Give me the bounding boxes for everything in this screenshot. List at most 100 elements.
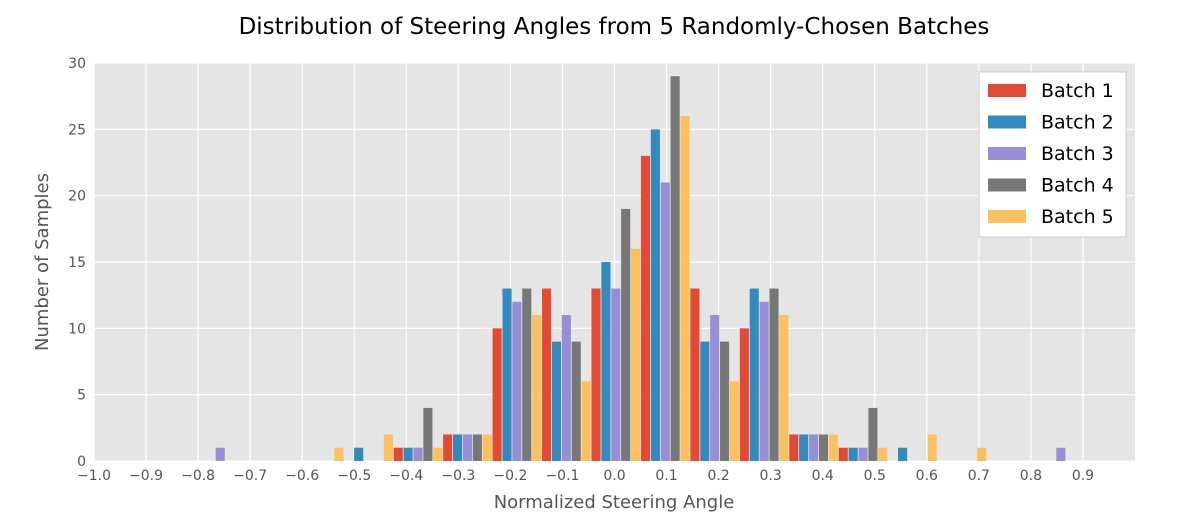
bar xyxy=(522,288,532,461)
bar xyxy=(393,447,403,461)
bar xyxy=(640,155,651,461)
bar xyxy=(532,315,542,461)
bar xyxy=(413,447,423,461)
bar xyxy=(551,341,562,461)
y-tick-label: 15 xyxy=(68,255,86,271)
bar xyxy=(769,288,779,461)
bar xyxy=(799,434,809,461)
bar xyxy=(759,301,769,461)
legend-swatch xyxy=(988,147,1026,160)
y-tick-label: 20 xyxy=(68,189,86,205)
bar xyxy=(453,434,463,461)
bar xyxy=(542,288,552,461)
bar xyxy=(423,407,433,461)
x-tick-label: −0.9 xyxy=(129,468,163,484)
legend-label: Batch 5 xyxy=(1041,206,1114,228)
bar xyxy=(482,434,492,461)
chart-title: Distribution of Steering Angles from 5 R… xyxy=(239,14,990,40)
x-tick-label: −0.2 xyxy=(493,468,527,484)
legend-label: Batch 3 xyxy=(1041,143,1114,165)
series-batch-3 xyxy=(215,182,1066,461)
x-tick-label: 0.7 xyxy=(968,468,990,484)
bar xyxy=(858,447,868,461)
bar xyxy=(354,447,364,461)
series-batch-2 xyxy=(354,129,908,462)
bar xyxy=(462,434,473,461)
legend-swatch xyxy=(988,178,1026,192)
bar xyxy=(611,288,621,461)
bar xyxy=(809,434,819,461)
x-tick-label: 0.6 xyxy=(916,468,938,484)
x-tick-label: −0.4 xyxy=(389,468,423,484)
x-tick-label: 0.0 xyxy=(603,468,625,484)
x-tick-label: −1.0 xyxy=(77,468,111,484)
x-tick-label: 0.5 xyxy=(864,468,886,484)
legend-item: Batch 1 xyxy=(988,80,1114,102)
bar xyxy=(927,434,937,461)
bar xyxy=(571,341,581,461)
bar xyxy=(443,434,453,461)
legend: Batch 1 Batch 2 Batch 3 Batch 4 Batch 5 xyxy=(978,71,1127,238)
legend-swatch xyxy=(988,84,1026,97)
bar xyxy=(739,328,749,461)
y-tick-label: 10 xyxy=(68,321,86,337)
bar xyxy=(403,447,413,461)
x-tick-label: −0.6 xyxy=(285,468,319,484)
bar xyxy=(660,182,670,461)
legend-swatch xyxy=(988,210,1026,223)
bar xyxy=(779,315,789,461)
bar xyxy=(650,129,660,462)
legend-swatch xyxy=(988,115,1026,129)
bar xyxy=(690,288,700,461)
bar xyxy=(472,434,482,461)
bar xyxy=(749,288,759,461)
legend-label: Batch 1 xyxy=(1041,80,1114,102)
bar xyxy=(492,328,502,461)
legend-label: Batch 2 xyxy=(1041,112,1114,134)
legend-item: Batch 5 xyxy=(988,206,1114,228)
bar xyxy=(561,315,571,461)
y-tick-label: 25 xyxy=(68,122,86,138)
bar xyxy=(433,447,443,461)
bar xyxy=(729,381,740,461)
x-tick-label: −0.5 xyxy=(337,468,371,484)
bar xyxy=(700,341,710,461)
bar xyxy=(591,288,601,461)
x-tick-label: 0.9 xyxy=(1072,468,1094,484)
bar xyxy=(828,434,838,461)
y-axis-ticks: 0 5 10 15 20 25 30 xyxy=(68,56,86,470)
bar xyxy=(868,407,878,461)
bar xyxy=(898,447,908,461)
y-tick-label: 0 xyxy=(77,454,86,470)
bar xyxy=(878,447,888,461)
y-axis-label: Number of Samples xyxy=(32,173,53,351)
bar xyxy=(838,447,848,461)
bar xyxy=(502,288,512,461)
bar xyxy=(848,447,858,461)
bar xyxy=(383,434,393,461)
x-axis-ticks: −1.0 −0.9 −0.8 −0.7 −0.6 −0.5 −0.4 −0.3 −0.2 −0.1… xyxy=(77,468,1094,484)
series-batch-1 xyxy=(393,155,848,461)
legend-label: Batch 4 xyxy=(1041,175,1114,197)
bar xyxy=(631,248,641,461)
bar xyxy=(670,76,680,462)
bar xyxy=(977,447,987,461)
bar xyxy=(581,381,591,461)
y-tick-label: 30 xyxy=(68,56,86,72)
bar xyxy=(601,262,611,461)
bar xyxy=(512,301,522,461)
x-axis-label: Normalized Steering Angle xyxy=(494,492,735,513)
series-batch-4 xyxy=(423,76,878,462)
bar xyxy=(789,434,799,461)
bar xyxy=(215,447,225,461)
series-batch-5 xyxy=(334,116,987,462)
bar xyxy=(680,116,690,462)
x-tick-label: −0.7 xyxy=(233,468,267,484)
bar xyxy=(720,341,730,461)
bar xyxy=(334,447,344,461)
legend-item: Batch 3 xyxy=(988,143,1114,165)
x-tick-label: 0.3 xyxy=(760,468,782,484)
x-tick-label: 0.2 xyxy=(707,468,729,484)
